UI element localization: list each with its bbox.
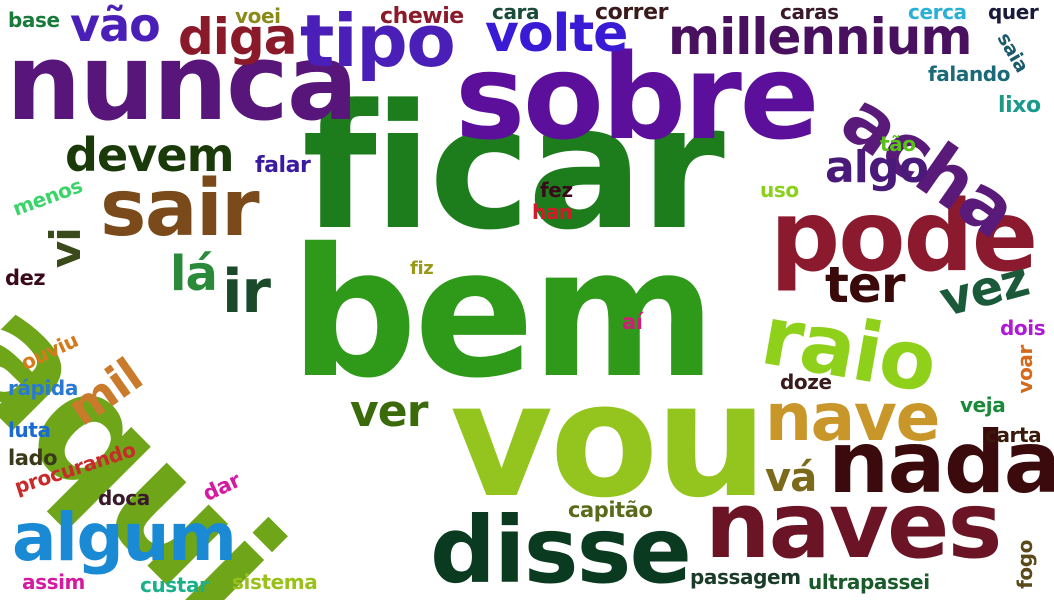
word-millennium: millennium <box>668 8 972 66</box>
word-cerca: cerca <box>908 0 967 24</box>
word-correr: correr <box>595 0 668 25</box>
word-chewie: chewie <box>380 4 464 29</box>
word-la: lá <box>170 246 218 302</box>
word-han: han <box>532 200 573 224</box>
word-quer: quer <box>988 0 1039 24</box>
word-luta: luta <box>8 418 51 442</box>
word-naves: naves <box>705 472 1002 579</box>
word-tao: tão <box>880 132 916 156</box>
word-fez: fez <box>540 178 573 202</box>
word-uso: uso <box>760 178 799 202</box>
word-disse: disse <box>430 497 692 600</box>
word-falando: falando <box>928 62 1011 86</box>
word-rapida: rápida <box>8 376 78 400</box>
word-menos: menos <box>9 173 86 221</box>
word-doca: doca <box>98 486 150 510</box>
word-dois: dois <box>1000 316 1046 340</box>
word-vao: vão <box>70 0 161 52</box>
word-ter: ter <box>825 256 905 314</box>
word-sistema: sistema <box>232 570 318 594</box>
word-algo: algo <box>825 142 929 193</box>
word-ir: ir <box>222 257 271 327</box>
word-ultrapassei: ultrapassei <box>808 570 930 594</box>
word-dez: dez <box>5 266 46 290</box>
word-volte: volte <box>485 4 628 64</box>
word-capitao: capitão <box>568 498 653 522</box>
word-devem: devem <box>65 128 235 182</box>
word-caras: caras <box>780 0 839 24</box>
word-voar: voar <box>1013 345 1037 394</box>
word-ai: aí <box>622 310 643 334</box>
word-cara: cara <box>492 0 540 24</box>
word-base: base <box>8 8 60 32</box>
word-diga: diga <box>178 8 297 66</box>
word-doze: doze <box>780 370 832 394</box>
word-lixo: lixo <box>998 93 1041 118</box>
word-nada: nada <box>828 413 1054 513</box>
word-assim: assim <box>22 570 86 594</box>
word-bem: bem <box>290 210 716 417</box>
word-passagem: passagem <box>690 565 801 589</box>
word-fogo: fogo <box>1013 540 1037 589</box>
word-sobre: sobre <box>455 28 820 166</box>
word-algum: algum <box>12 499 237 576</box>
word-pode: pode <box>770 180 1038 294</box>
word-ver: ver <box>350 386 428 437</box>
word-fiz: fiz <box>410 258 434 279</box>
word-lado: lado <box>8 446 58 470</box>
word-falar: falar <box>255 153 311 178</box>
word-sair: sair <box>100 164 260 254</box>
word-veja: veja <box>960 393 1006 417</box>
word-nave: nave <box>765 379 940 456</box>
word-custar: custar <box>140 573 209 597</box>
word-va: vá <box>765 455 817 501</box>
word-vou: vou <box>450 349 768 533</box>
word-tipo: tipo <box>300 0 456 83</box>
word-voei: voei <box>235 4 281 28</box>
word-vi: vi <box>41 228 90 269</box>
word-nunca: nunca <box>6 21 358 144</box>
word-ficar: ficar <box>302 67 725 268</box>
word-carta: carta <box>985 423 1042 447</box>
